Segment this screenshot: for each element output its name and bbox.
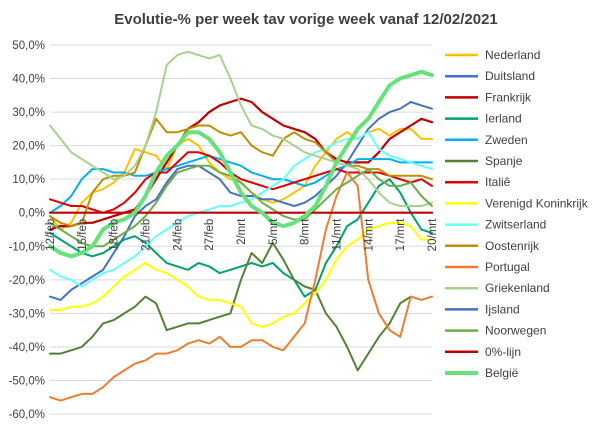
series-line-frankrijk — [48, 97, 434, 231]
y-tick-label: -20,0% — [9, 275, 45, 287]
legend-label: Italiê — [485, 175, 511, 189]
legend-label: Griekenland — [485, 281, 550, 295]
legend: Nederland Duitsland Frankrijk Ierland Zweden… — [445, 48, 589, 380]
y-tick-label: -40,0% — [9, 342, 45, 354]
series-line-noorwegen — [49, 164, 433, 248]
series-line-zwitserland — [49, 131, 433, 288]
legend-label: Spanje — [485, 154, 523, 168]
legend-label: Zwitserland — [485, 218, 546, 232]
y-tick-label: -50,0% — [9, 375, 45, 387]
series-line-belgi- — [48, 69, 434, 259]
x-tick-label: 15/feb — [77, 219, 89, 251]
series-line-verenigd-koninkrijk — [49, 221, 433, 328]
x-tick-label: 8/mrt — [300, 218, 312, 245]
x-tick-label: 24/feb — [172, 219, 184, 251]
y-tick-label: 50,0% — [12, 40, 45, 52]
series-lines — [48, 50, 434, 402]
x-axis-tick-labels: 12/feb 15/feb 18/feb 21/feb 24/feb 27/feb 2/mr… — [45, 218, 439, 251]
series-line-portugal — [49, 171, 433, 402]
x-tick-label: 2/mrt — [236, 218, 248, 245]
legend-label: 0%-lijn — [485, 345, 521, 359]
y-axis-tick-labels: 50,0% 40,0% 30,0% 20,0% 10,0% 0,0% -10,0% -20,0… — [9, 40, 45, 421]
legend-label: Verenigd Koninkrijk — [485, 196, 589, 210]
y-tick-label: 40,0% — [12, 74, 45, 86]
y-tick-label: 30,0% — [12, 107, 45, 119]
chart-title: Evolutie-% per week tav vorige week vana… — [114, 11, 498, 28]
x-tick-label: 27/feb — [204, 219, 216, 251]
legend-label: Nederland — [485, 48, 540, 62]
legend-label: Duitsland — [485, 69, 535, 83]
legend-label: Noorwegen — [485, 324, 546, 338]
x-tick-label: 18/feb — [109, 219, 121, 251]
x-tick-label: 20/mrt — [427, 218, 439, 251]
series-line-ierland — [49, 178, 433, 298]
x-tick-label: 17/mrt — [395, 218, 407, 251]
y-tick-label: -10,0% — [9, 241, 45, 253]
x-tick-label: 21/feb — [141, 219, 153, 251]
y-tick-label: 0,0% — [19, 208, 45, 220]
y-tick-label: 10,0% — [12, 174, 45, 186]
series-line-griekenland — [49, 50, 433, 207]
y-tick-label: -30,0% — [9, 308, 45, 320]
legend-label: Frankrijk — [485, 90, 532, 104]
legend-label: Zweden — [485, 133, 528, 147]
legend-label: Ierland — [485, 112, 522, 126]
x-tick-label: 14/mrt — [363, 218, 375, 251]
legend-label: Oostenrijk — [485, 239, 540, 253]
legend-label: België — [485, 366, 519, 380]
series-line-duitsland — [49, 101, 433, 301]
series-line-zweden — [49, 154, 433, 214]
x-tick-label: 5/mrt — [268, 218, 280, 245]
series-line-itali- — [49, 151, 433, 214]
x-tick-label: 11/mrt — [332, 218, 344, 251]
series-line-spanje — [49, 241, 412, 372]
legend-label: Ijsland — [485, 302, 520, 316]
x-tick-label: 12/feb — [45, 219, 57, 251]
y-tick-label: -60,0% — [9, 409, 45, 421]
y-tick-label: 20,0% — [12, 141, 45, 153]
legend-label: Portugal — [485, 260, 530, 274]
